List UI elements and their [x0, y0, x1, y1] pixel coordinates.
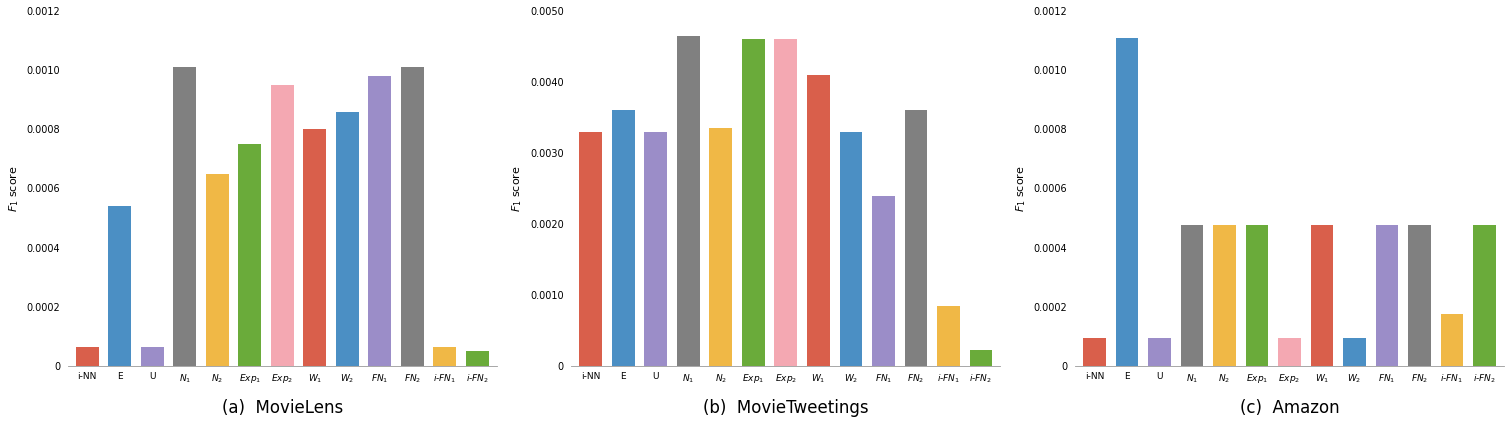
Bar — [612, 110, 635, 366]
Bar — [109, 206, 131, 366]
Bar — [807, 75, 830, 366]
Bar — [1245, 226, 1268, 366]
Bar — [1310, 226, 1333, 366]
Bar — [400, 67, 423, 366]
Bar — [1440, 314, 1464, 366]
Bar — [1473, 226, 1496, 366]
X-axis label: (b)  MovieTweetings: (b) MovieTweetings — [703, 399, 869, 417]
Bar — [840, 131, 863, 366]
Bar — [937, 306, 959, 366]
Bar — [677, 36, 700, 366]
Bar — [369, 76, 391, 366]
Bar — [434, 347, 456, 366]
Bar — [1343, 338, 1366, 366]
Bar — [1083, 338, 1106, 366]
Bar — [1278, 338, 1301, 366]
X-axis label: (c)  Amazon: (c) Amazon — [1239, 399, 1339, 417]
Bar — [239, 144, 261, 366]
Bar — [580, 131, 603, 366]
X-axis label: (a)  MovieLens: (a) MovieLens — [222, 399, 343, 417]
Bar — [205, 174, 228, 366]
Bar — [1115, 38, 1138, 366]
Bar — [1408, 226, 1431, 366]
Bar — [905, 110, 928, 366]
Bar — [710, 128, 733, 366]
Bar — [304, 129, 326, 366]
Bar — [270, 85, 293, 366]
Bar — [1213, 226, 1236, 366]
Bar — [76, 347, 98, 366]
Bar — [1375, 226, 1398, 366]
Bar — [335, 112, 358, 366]
Y-axis label: $F_1$ score: $F_1$ score — [8, 165, 21, 212]
Bar — [141, 347, 163, 366]
Y-axis label: $F_1$ score: $F_1$ score — [511, 165, 524, 212]
Bar — [645, 131, 668, 366]
Bar — [872, 195, 895, 366]
Bar — [1180, 226, 1203, 366]
Bar — [174, 67, 196, 366]
Bar — [970, 349, 993, 366]
Bar — [465, 351, 488, 366]
Bar — [1148, 338, 1171, 366]
Bar — [742, 39, 765, 366]
Bar — [775, 39, 798, 366]
Y-axis label: $F_1$ score: $F_1$ score — [1014, 165, 1027, 212]
